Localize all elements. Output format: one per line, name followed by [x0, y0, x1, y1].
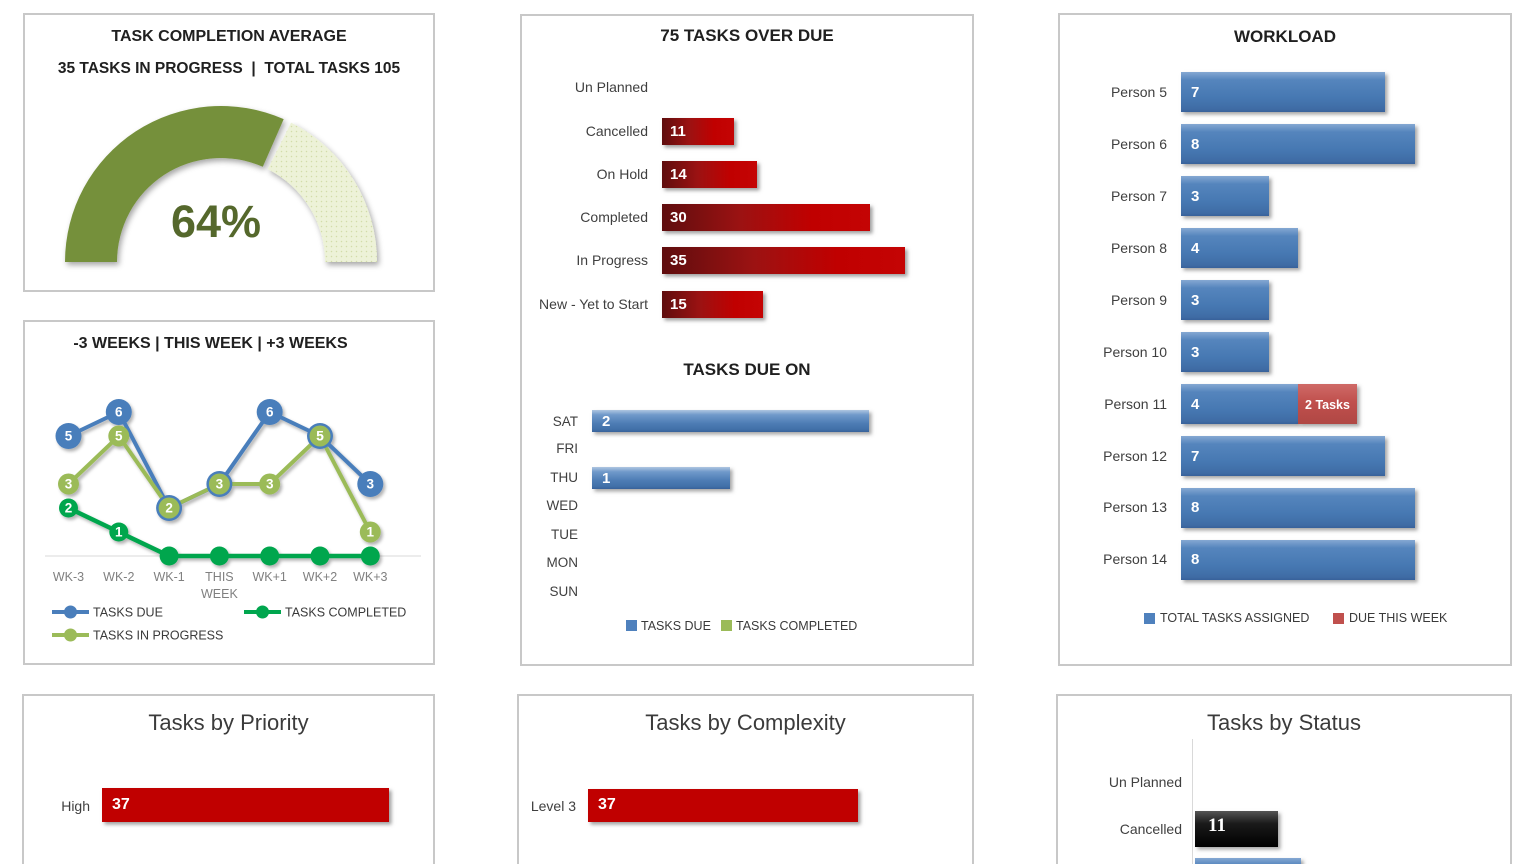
svg-text:3: 3 [65, 477, 73, 492]
svg-text:3: 3 [266, 477, 274, 492]
svg-text:64%: 64% [171, 196, 261, 247]
svg-text:TASKS COMPLETED: TASKS COMPLETED [285, 606, 406, 620]
svg-text:WK-1: WK-1 [153, 570, 184, 584]
svg-text:TASKS DUE: TASKS DUE [93, 606, 163, 620]
svg-text:2: 2 [165, 501, 173, 516]
svg-text:5: 5 [65, 429, 73, 444]
svg-text:3: 3 [216, 477, 224, 492]
svg-text:THIS: THIS [205, 570, 233, 584]
svg-text:1: 1 [115, 525, 123, 540]
svg-text:WK+3: WK+3 [353, 570, 387, 584]
svg-text:6: 6 [266, 405, 274, 420]
svg-text:5: 5 [316, 429, 324, 444]
svg-text:3: 3 [367, 477, 375, 492]
svg-text:WK-2: WK-2 [103, 570, 134, 584]
svg-text:WK-3: WK-3 [53, 570, 84, 584]
svg-text:WK+2: WK+2 [303, 570, 337, 584]
svg-text:TASKS IN PROGRESS: TASKS IN PROGRESS [93, 629, 223, 643]
svg-text:5: 5 [115, 429, 123, 444]
svg-text:5: 5 [316, 429, 324, 444]
svg-text:WK+1: WK+1 [253, 570, 287, 584]
svg-text:WEEK: WEEK [201, 587, 238, 601]
svg-text:2: 2 [65, 501, 73, 516]
svg-text:6: 6 [115, 405, 123, 420]
svg-text:1: 1 [367, 525, 375, 540]
